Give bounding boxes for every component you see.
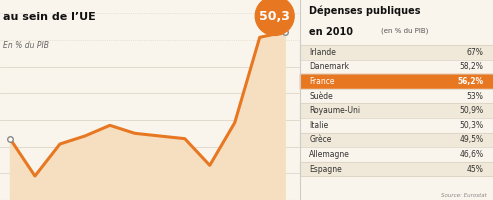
Text: 53%: 53% [466, 92, 483, 101]
Text: Allemagne: Allemagne [309, 150, 350, 159]
Text: Suède: Suède [309, 92, 333, 101]
Text: France: France [309, 77, 335, 86]
Bar [300, 74, 493, 89]
Text: Danemark: Danemark [309, 62, 350, 71]
Bar [300, 162, 493, 176]
Text: Irlande: Irlande [309, 48, 336, 57]
Text: Royaume-Uni: Royaume-Uni [309, 106, 360, 115]
Bar [300, 118, 493, 133]
Text: 45%: 45% [466, 165, 483, 174]
Text: 56,2%: 56,2% [457, 77, 483, 86]
Bar [300, 60, 493, 74]
Bar [300, 133, 493, 147]
Text: Dépenses publiques: Dépenses publiques [309, 6, 421, 17]
Bar [300, 103, 493, 118]
Text: 49,5%: 49,5% [459, 135, 483, 144]
Bar [300, 89, 493, 103]
Text: 67%: 67% [466, 48, 483, 57]
Text: 50,3%: 50,3% [459, 121, 483, 130]
Bar [300, 147, 493, 162]
Text: 58,2%: 58,2% [459, 62, 483, 71]
Text: au sein de l’UE: au sein de l’UE [3, 12, 96, 22]
Text: 50,3: 50,3 [259, 9, 290, 22]
Text: 50,9%: 50,9% [459, 106, 483, 115]
Text: En % du PIB: En % du PIB [3, 41, 49, 50]
Text: 46,6%: 46,6% [459, 150, 483, 159]
Text: (en % du PIB): (en % du PIB) [381, 27, 428, 33]
Text: Grèce: Grèce [309, 135, 332, 144]
Text: en 2010: en 2010 [309, 27, 353, 37]
Bar [300, 45, 493, 60]
Text: Italie: Italie [309, 121, 328, 130]
Text: Source: Eurostat: Source: Eurostat [441, 193, 487, 198]
Text: Espagne: Espagne [309, 165, 342, 174]
